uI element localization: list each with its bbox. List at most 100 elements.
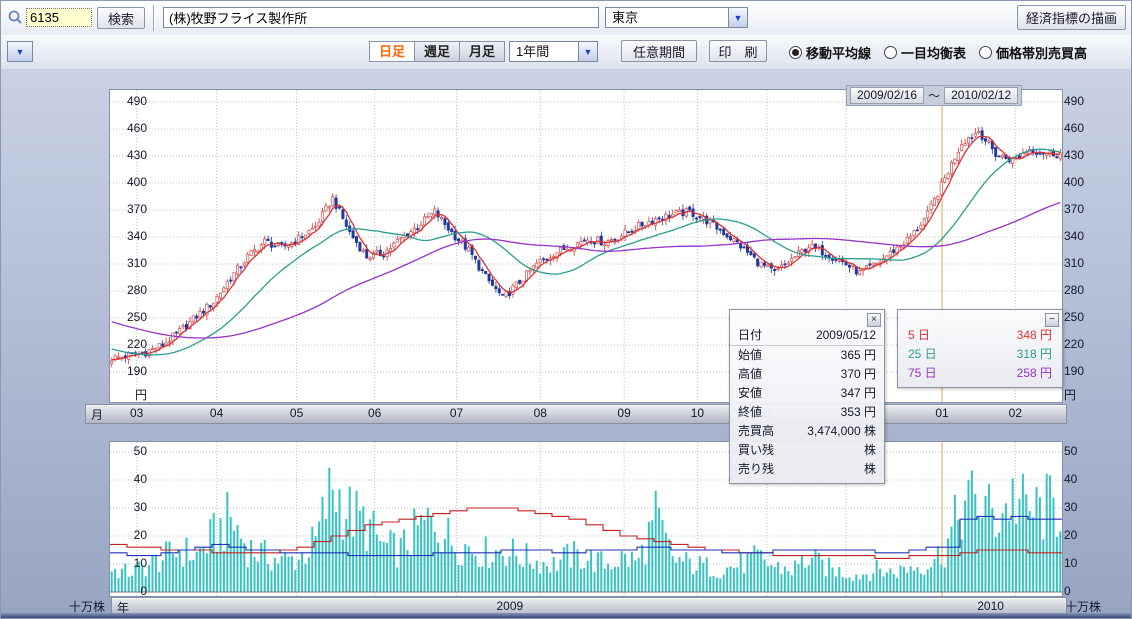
volume-axis-right: 50 40 30 20 10 0: [1064, 442, 1106, 602]
chart-region: 2009/02/16 ～ 2010/02/12 490 460 430 400 370 3…: [1, 69, 1131, 618]
axis-tick: 250: [1064, 310, 1085, 324]
stock-name-input[interactable]: [163, 7, 599, 28]
data-window-row-label: 日付: [738, 328, 763, 342]
stock-code-input[interactable]: [26, 8, 92, 27]
custom-period-button[interactable]: 任意期間: [621, 40, 697, 62]
data-window-row-value: 347 円: [840, 386, 876, 400]
axis-tick: 460: [1064, 121, 1085, 135]
price-axis-unit: 円: [134, 388, 147, 402]
axis-tick: 50: [1064, 444, 1078, 458]
window-bottom-edge: [1, 613, 1131, 618]
data-window-row-label: 買い残: [738, 443, 775, 457]
range-select[interactable]: 1年間 ▼: [509, 41, 598, 62]
overlay-option-2[interactable]: 価格帯別売買高: [979, 43, 1087, 62]
radio-icon[interactable]: [884, 46, 898, 59]
ma-legend: − 5 日 348 円 25 日 318 円 75 日 258 円: [897, 309, 1063, 388]
axis-tick: 40: [1064, 472, 1078, 486]
data-window-row: 売買高 3,474,000 株: [730, 422, 884, 441]
ma-legend-row: 5 日 348 円: [898, 326, 1062, 345]
axis-tick: 490: [126, 94, 147, 108]
search-icon: [7, 9, 23, 25]
axis-tick: 280: [126, 283, 147, 297]
data-window-row-value: 365 円: [840, 348, 876, 362]
ma-legend-label: 75 日: [908, 366, 937, 380]
overlay-option-1[interactable]: 一目均衡表: [884, 43, 966, 62]
exchange-value: 東京: [605, 7, 728, 28]
axis-tick: 400: [1064, 175, 1085, 189]
data-window-row-label: 売買高: [738, 424, 775, 438]
month-tick-06: 06: [367, 406, 382, 420]
price-axis-left: 490 460 430 400 370 340 310 280 250 220 190 円: [63, 90, 147, 420]
exchange-select[interactable]: 東京 ▼: [605, 7, 748, 28]
volume-unit-left: 十万株: [69, 600, 106, 614]
data-window-row: 日付 2009/05/12: [730, 326, 884, 346]
axis-tick: 190: [126, 364, 147, 378]
ma-legend-value: 318 円: [1016, 347, 1052, 361]
ma-legend-row: 25 日 318 円: [898, 345, 1062, 364]
price-chart[interactable]: [109, 89, 1063, 403]
chart-toolbar: ▼ 日足 週足 月足 1年間 ▼ 任意期間 印 刷 移動平均線 一目均衡表 価格帯別売買…: [1, 35, 1131, 70]
close-icon[interactable]: ×: [867, 313, 881, 327]
search-button[interactable]: 検索: [97, 7, 145, 29]
axis-tick: 20: [1064, 528, 1078, 542]
ma-legend-value: 258 円: [1016, 366, 1052, 380]
data-window-row-label: 終値: [738, 405, 763, 419]
data-window-row-value: 2009/05/12: [815, 328, 876, 342]
overlay-option-label: 一目均衡表: [901, 46, 967, 61]
period-tab-group: 日足 週足 月足: [369, 41, 505, 62]
data-window-row-label: 売り残: [738, 462, 775, 476]
month-tick-03: 03: [129, 406, 144, 420]
axis-tick: 400: [126, 175, 147, 189]
data-window-row-value: 3,474,000 株: [807, 424, 876, 438]
chevron-down-icon[interactable]: ▼: [578, 41, 598, 62]
axis-tick: 370: [126, 202, 147, 216]
axis-tick: 220: [1064, 337, 1085, 351]
radio-icon[interactable]: [979, 46, 993, 59]
range-value: 1年間: [509, 41, 578, 62]
data-window-row-value: 株: [863, 443, 876, 457]
draw-economic-indicator-button[interactable]: 経済指標の描画: [1016, 5, 1126, 30]
print-button[interactable]: 印 刷: [709, 40, 767, 62]
data-window-row: 高値 370 円: [730, 365, 884, 384]
overlay-option-label: 価格帯別売買高: [996, 46, 1088, 61]
data-window-row-value: 353 円: [840, 405, 876, 419]
axis-tick: 310: [126, 256, 147, 270]
data-window-row-value: 株: [863, 462, 876, 476]
axis-tick: 0: [140, 584, 147, 598]
axis-tick: 250: [126, 310, 147, 324]
month-axis-bar[interactable]: 月 030405060708091011120102: [85, 404, 1067, 424]
month-tick-02: 02: [1008, 406, 1023, 420]
period-tab-0[interactable]: 日足: [369, 41, 415, 62]
month-tick-08: 08: [533, 406, 547, 420]
month-tick-05: 05: [289, 406, 304, 420]
ma-legend-row: 75 日 258 円: [898, 364, 1062, 383]
period-tab-1[interactable]: 週足: [414, 41, 460, 62]
axis-tick: 430: [126, 148, 147, 162]
minimize-icon[interactable]: −: [1045, 313, 1059, 327]
volume-axis-left: 50 40 30 20 10 0: [63, 442, 147, 602]
data-window-row-value: 370 円: [840, 367, 876, 381]
toolbar-divider: [153, 5, 155, 31]
month-tick-10: 10: [690, 406, 705, 420]
data-window-row-label: 安値: [738, 386, 763, 400]
chart-menu-dropdown-button[interactable]: ▼: [7, 41, 33, 62]
axis-tick: 10: [133, 556, 147, 570]
axis-tick: 340: [126, 229, 147, 243]
year-tick-2009: 2009: [496, 599, 524, 613]
overlay-option-0[interactable]: 移動平均線: [789, 43, 871, 62]
price-axis-unit: 円: [1064, 388, 1077, 402]
data-window: × 日付 2009/05/12 始値 365 円高値 370 円安値 347 円終値 353…: [729, 309, 885, 484]
period-tab-2[interactable]: 月足: [459, 41, 505, 62]
volume-unit-right: 十万株: [1065, 600, 1102, 614]
ma-legend-label: 5 日: [908, 328, 931, 342]
radio-icon[interactable]: [789, 46, 802, 59]
ma-legend-value: 348 円: [1016, 328, 1052, 342]
axis-tick: 10: [1064, 556, 1078, 570]
chevron-down-icon[interactable]: ▼: [728, 7, 748, 28]
axis-tick: 50: [133, 444, 147, 458]
data-window-row-label: 高値: [738, 367, 763, 381]
ma-legend-label: 25 日: [908, 347, 937, 361]
axis-tick: 30: [133, 500, 147, 514]
volume-chart[interactable]: [109, 441, 1063, 597]
